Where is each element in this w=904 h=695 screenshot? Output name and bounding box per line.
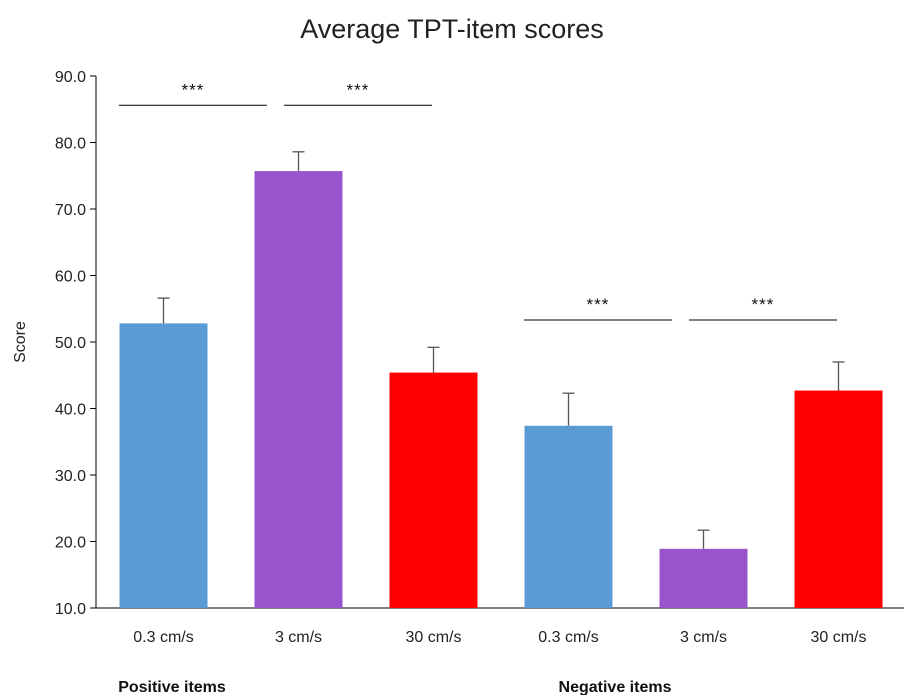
y-tick-label: 70.0 bbox=[55, 202, 86, 219]
y-tick-label: 90.0 bbox=[55, 69, 86, 86]
y-axis-label: Score bbox=[12, 321, 29, 363]
bar bbox=[794, 390, 883, 608]
significance-label: *** bbox=[587, 295, 610, 314]
bar bbox=[659, 548, 748, 608]
x-tick-label: 0.3 cm/s bbox=[133, 629, 193, 646]
bar bbox=[389, 372, 478, 608]
y-tick-label: 50.0 bbox=[55, 335, 86, 352]
x-tick-label: 3 cm/s bbox=[680, 629, 727, 646]
bar bbox=[119, 323, 208, 608]
x-tick-label: 0.3 cm/s bbox=[538, 629, 598, 646]
significance-label: *** bbox=[752, 295, 775, 314]
x-tick-label: 3 cm/s bbox=[275, 629, 322, 646]
x-tick-label: 30 cm/s bbox=[810, 629, 866, 646]
chart-title: Average TPT-item scores bbox=[300, 14, 604, 44]
bar bbox=[524, 425, 613, 608]
bar bbox=[254, 171, 343, 608]
y-tick-label: 60.0 bbox=[55, 269, 86, 286]
group-label: Positive items bbox=[118, 679, 226, 695]
y-tick-label: 20.0 bbox=[55, 535, 86, 552]
y-tick-label: 40.0 bbox=[55, 402, 86, 419]
y-tick-label: 80.0 bbox=[55, 136, 86, 153]
y-tick-label: 30.0 bbox=[55, 468, 86, 485]
significance-label: *** bbox=[182, 80, 205, 99]
y-tick-label: 10.0 bbox=[55, 601, 86, 618]
significance-label: *** bbox=[347, 80, 370, 99]
x-tick-label: 30 cm/s bbox=[405, 629, 461, 646]
group-label: Negative items bbox=[559, 679, 672, 695]
